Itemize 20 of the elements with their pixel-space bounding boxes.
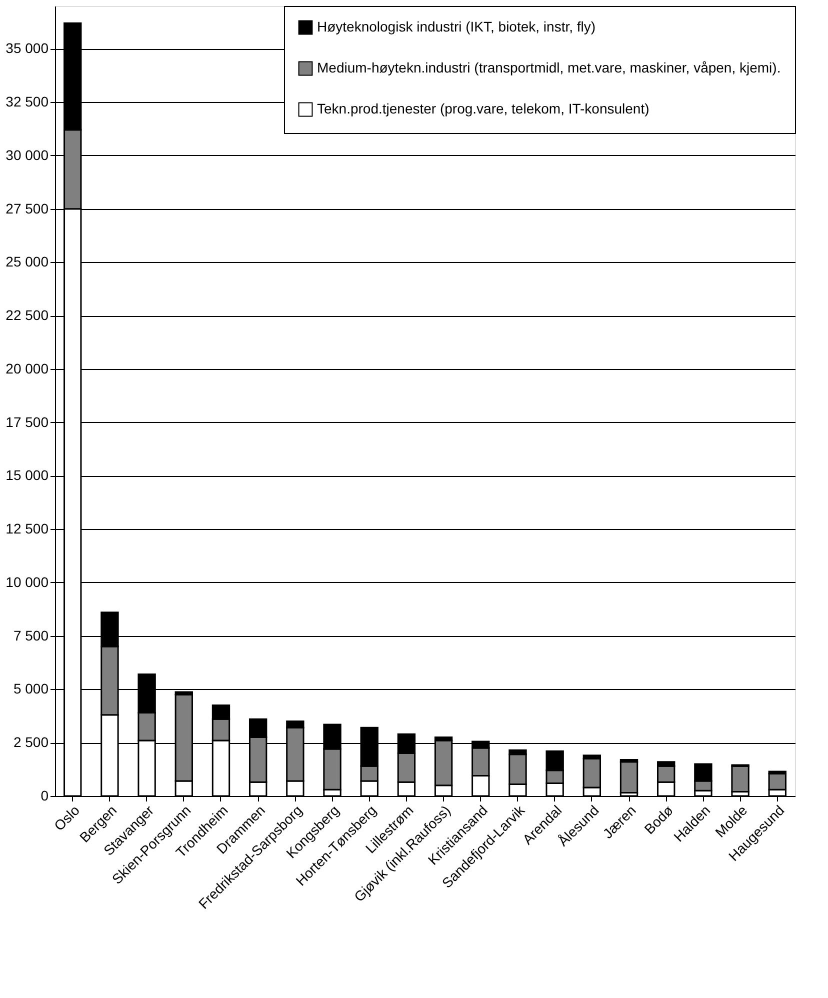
y-tick-label: 7 500 (13, 627, 49, 644)
y-tick-label: 10 000 (6, 574, 49, 590)
y-tick-label: 15 000 (6, 467, 49, 484)
y-tick-label: 30 000 (6, 146, 49, 163)
legend-label: Høyteknologisk industri (IKT, biotek, instr, fly) (317, 18, 596, 34)
y-tick-label: 20 000 (6, 360, 49, 376)
legend-label: Medium-høytekn.industri (transportmidl, met.vare, maskiner, våpen, kjemi). (317, 60, 781, 76)
y-tick-label: 27 500 (6, 200, 49, 216)
y-tick-label: 22 500 (6, 307, 49, 324)
y-tick-label: 17 500 (6, 414, 49, 430)
x-tick-label: Oslo (50, 802, 83, 834)
y-tick-label: 32 500 (6, 94, 49, 110)
y-tick-label: 2 500 (13, 734, 49, 750)
y-tick-label: 0 (40, 788, 49, 804)
bar (620, 761, 638, 794)
y-tick-label: 5 000 (13, 680, 49, 697)
y-tick-label: 35 000 (6, 40, 49, 56)
legend-label: Tekn.prod.tjenester (prog.vare, telekom, IT-konsulent) (317, 100, 650, 116)
y-tick-label: 25 000 (6, 254, 49, 270)
y-tick-label: 12 500 (6, 520, 49, 537)
